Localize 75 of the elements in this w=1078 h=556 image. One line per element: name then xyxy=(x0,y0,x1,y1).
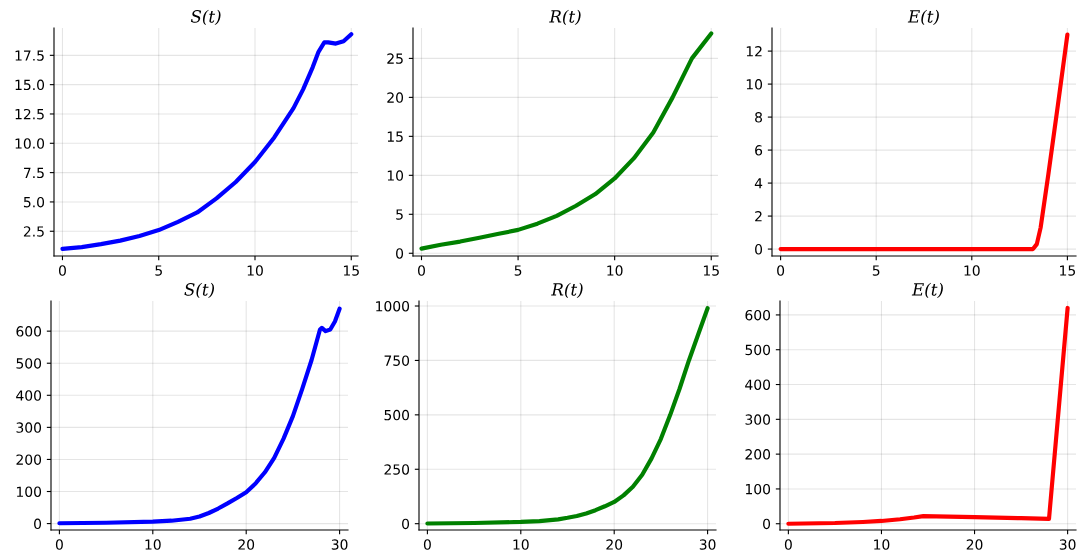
chart-title: R(t) xyxy=(551,282,583,299)
y-tick-label: 20 xyxy=(387,92,404,103)
x-tick-label: 10 xyxy=(874,539,890,550)
y-tick-label: 15 xyxy=(387,131,403,142)
chart-title: R(t) xyxy=(549,9,581,26)
y-tick-label: 500 xyxy=(16,358,42,369)
x-tick-label: 20 xyxy=(238,539,255,550)
y-tick-label: 600 xyxy=(745,309,771,321)
chart-title: S(t) xyxy=(184,282,215,299)
line-series xyxy=(425,306,710,526)
chart-title: E(t) xyxy=(907,9,939,26)
y-tick-label: 500 xyxy=(745,344,771,356)
y-tick-label: 5.0 xyxy=(23,196,45,208)
line-series xyxy=(786,305,1070,526)
y-tick-label: 1000 xyxy=(376,300,410,312)
x-tick-label: 20 xyxy=(966,539,983,550)
x-tick-label: 0 xyxy=(777,265,785,276)
y-tick-label: 5 xyxy=(396,209,403,220)
x-tick-label: 10 xyxy=(513,539,529,550)
x-tick-label: 20 xyxy=(606,539,623,550)
x-tick-label: 30 xyxy=(331,539,348,550)
x-tick-label: 15 xyxy=(703,265,719,276)
y-tick-label: 0 xyxy=(755,244,763,255)
y-tick-label: 2.5 xyxy=(23,226,44,237)
y-tick-label: 300 xyxy=(16,422,42,433)
y-tick-label: 200 xyxy=(16,454,42,465)
y-tick-label: 15.0 xyxy=(15,79,45,91)
x-tick-label: 10 xyxy=(247,265,263,276)
y-tick-label: 0 xyxy=(402,518,410,530)
y-tick-label: 17.5 xyxy=(15,50,44,61)
y-tick-label: 4 xyxy=(754,178,763,189)
x-tick-label: 30 xyxy=(1059,539,1076,550)
y-tick-label: 300 xyxy=(745,414,771,425)
y-tick-label: 10 xyxy=(746,79,763,90)
x-tick-label: 5 xyxy=(872,265,880,276)
y-tick-label: 10 xyxy=(387,170,404,181)
x-tick-label: 5 xyxy=(514,265,522,276)
chart-title: E(t) xyxy=(911,282,943,299)
y-tick-label: 500 xyxy=(384,409,410,421)
y-tick-label: 0 xyxy=(34,518,42,530)
y-tick-label: 25 xyxy=(387,53,403,64)
x-tick-label: 30 xyxy=(699,539,716,550)
x-tick-label: 0 xyxy=(423,539,431,550)
x-tick-label: 10 xyxy=(607,265,623,276)
y-tick-label: 400 xyxy=(16,390,42,401)
x-tick-label: 0 xyxy=(58,265,66,276)
y-tick-label: 100 xyxy=(745,483,771,495)
y-tick-label: 8 xyxy=(755,112,763,123)
y-tick-label: 10.0 xyxy=(15,138,45,149)
line-series xyxy=(60,32,354,251)
y-tick-label: 12 xyxy=(746,46,762,57)
y-tick-label: 12.5 xyxy=(15,108,44,120)
y-tick-label: 200 xyxy=(745,449,771,460)
x-tick-label: 10 xyxy=(964,265,980,276)
y-tick-label: 6 xyxy=(755,145,763,156)
y-tick-label: 2 xyxy=(755,211,762,222)
x-tick-label: 15 xyxy=(343,265,359,276)
x-tick-label: 0 xyxy=(418,265,425,276)
y-tick-label: 7.5 xyxy=(24,167,44,179)
y-tick-label: 0 xyxy=(763,518,771,530)
x-tick-label: 0 xyxy=(55,539,63,550)
y-tick-label: 750 xyxy=(384,355,410,366)
y-tick-label: 600 xyxy=(16,326,42,337)
y-tick-label: 250 xyxy=(384,464,410,475)
x-tick-label: 15 xyxy=(1060,265,1076,276)
x-tick-label: 0 xyxy=(784,539,792,550)
y-tick-label: 400 xyxy=(745,379,771,390)
chart-title: S(t) xyxy=(190,9,221,26)
line-series xyxy=(57,306,342,526)
line-series xyxy=(778,32,1070,252)
x-tick-label: 10 xyxy=(145,539,161,550)
y-tick-label: 100 xyxy=(16,486,42,497)
y-tick-label: 0 xyxy=(396,248,404,259)
line-series xyxy=(419,31,714,251)
x-tick-label: 5 xyxy=(155,265,162,276)
